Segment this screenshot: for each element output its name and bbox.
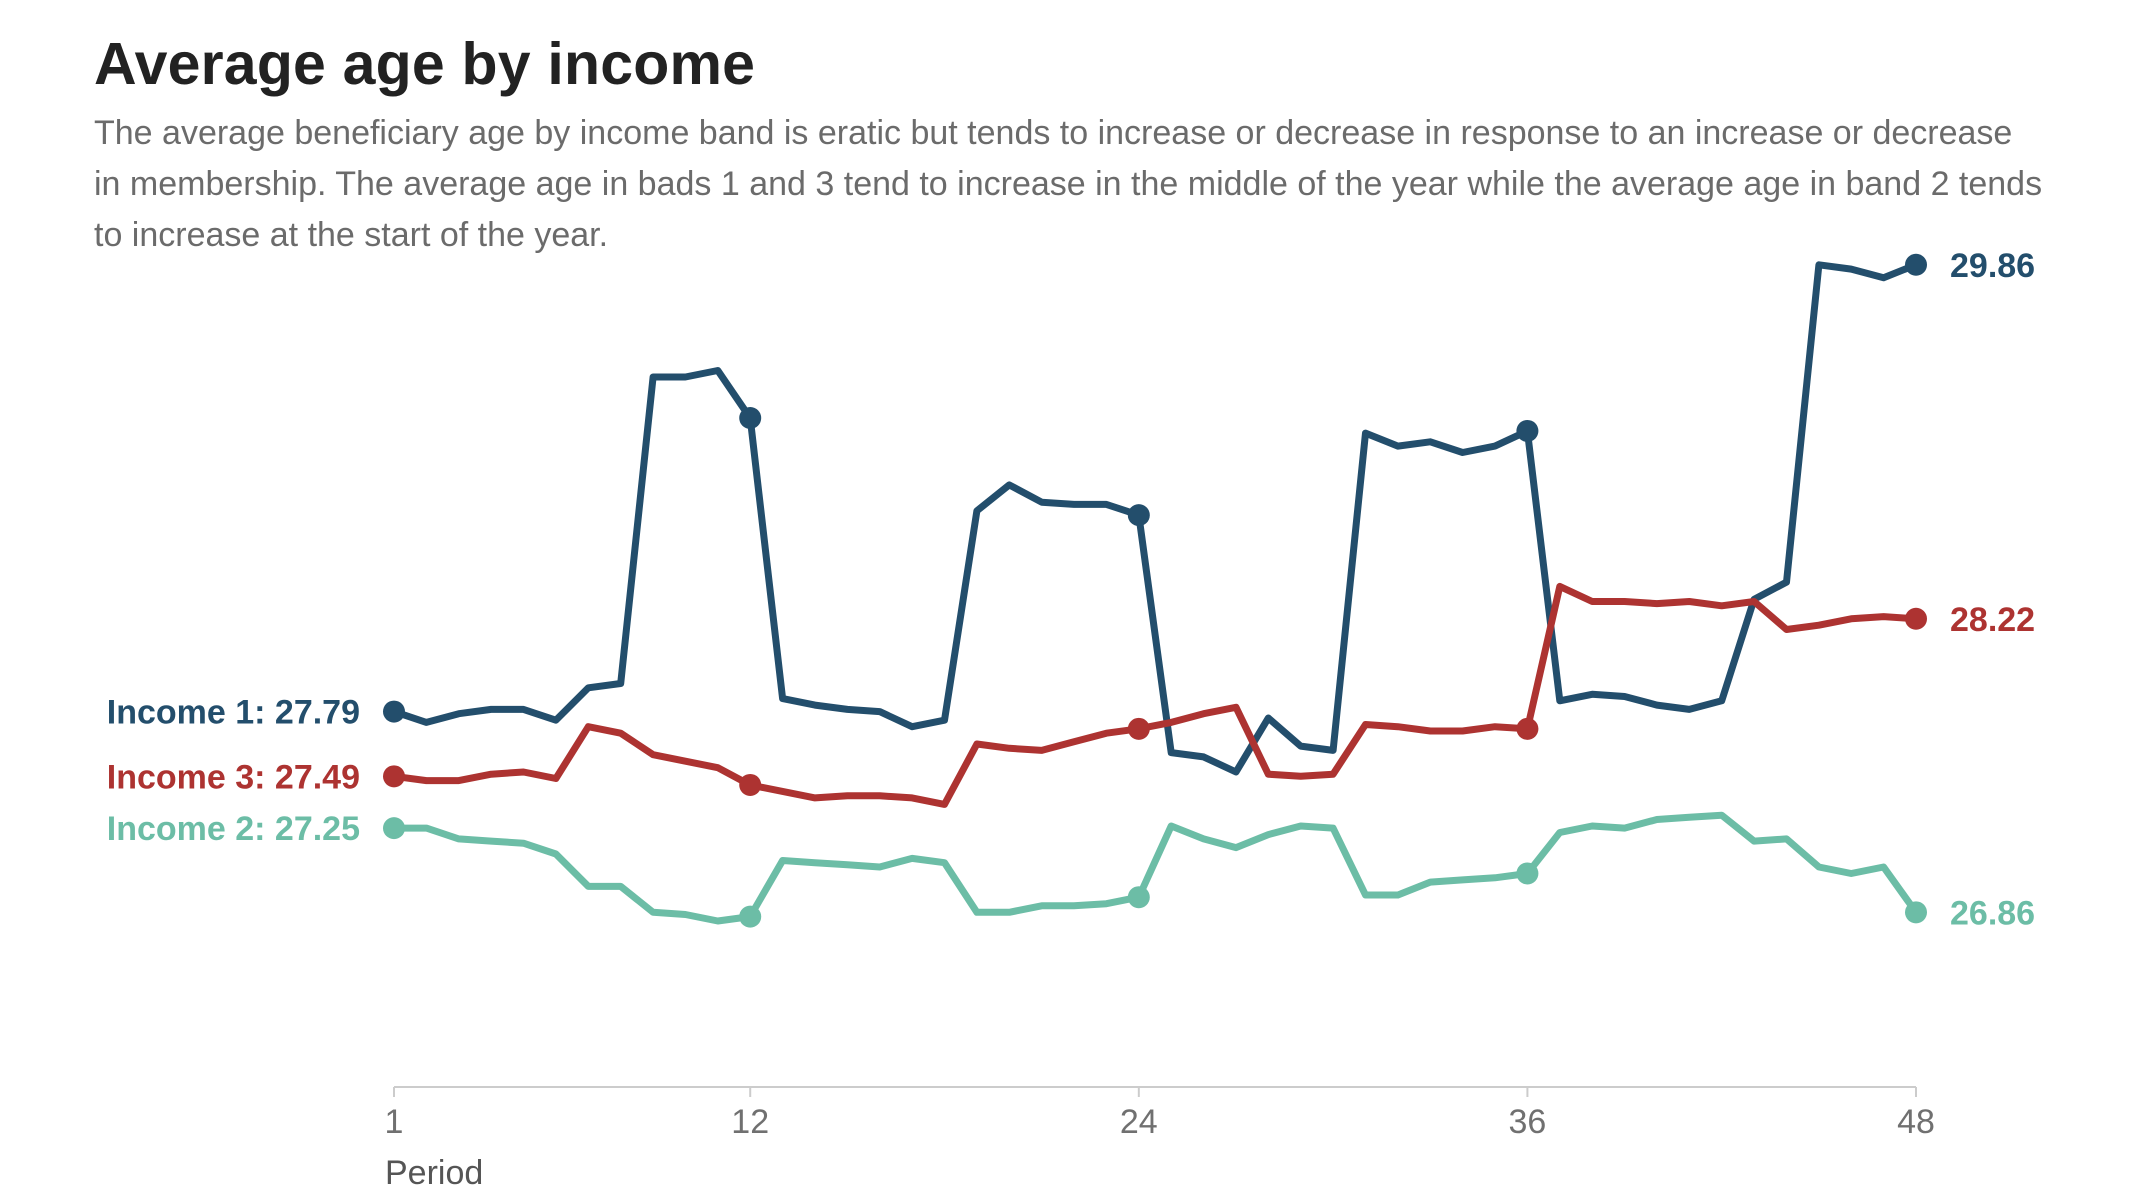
start-label-income-1: Income 1: 27.79: [107, 694, 360, 732]
start-label-income-3: Income 3: 27.49: [107, 758, 360, 796]
data-point-income-2: [1905, 901, 1927, 924]
data-point-income-3: [1127, 717, 1150, 740]
chart-title: Average age by income: [94, 31, 756, 97]
x-tick-label: 12: [731, 1103, 769, 1141]
x-tick-label: 48: [1897, 1103, 1935, 1141]
data-point-income-3: [1905, 607, 1927, 630]
x-tick-label: 36: [1508, 1103, 1546, 1141]
data-point-income-1: [739, 407, 762, 430]
series-markers: [383, 253, 1927, 928]
data-point-income-3: [739, 773, 762, 796]
data-point-income-1: [383, 700, 405, 723]
end-label-income-2: 26.86: [1950, 894, 2035, 932]
x-axis-ticks: 1 12 24 36 48: [385, 1087, 1935, 1141]
end-label-income-1: 29.86: [1950, 247, 2035, 285]
series-line-income-2: [390, 811, 1920, 925]
data-point-income-3: [1516, 717, 1539, 740]
x-tick-label: 1: [385, 1103, 404, 1141]
series-lines: [390, 261, 1920, 925]
series-line-income-1: [390, 261, 1920, 776]
data-point-income-1: [1516, 419, 1539, 442]
series-labels: Income 1: 27.79 29.86 Income 2: 27.25 26.86…: [107, 247, 2035, 933]
data-point-income-2: [1127, 886, 1150, 909]
data-point-income-2: [739, 905, 762, 928]
data-point-income-2: [1516, 862, 1539, 885]
data-point-income-1: [1905, 253, 1927, 276]
series-line-income-3: [390, 582, 1920, 808]
data-point-income-1: [1127, 504, 1150, 527]
x-axis-title: Period: [385, 1154, 483, 1192]
data-point-income-2: [383, 817, 405, 840]
data-point-income-3: [383, 765, 405, 788]
start-label-income-2: Income 2: 27.25: [107, 810, 360, 848]
chart-subtitle: The average beneficiary age by income ba…: [94, 114, 2043, 254]
x-tick-label: 24: [1120, 1103, 1158, 1141]
end-label-income-3: 28.22: [1950, 601, 2035, 639]
